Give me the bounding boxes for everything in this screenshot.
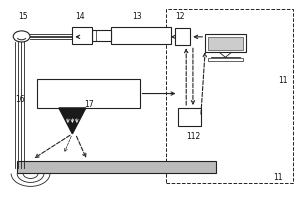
- Bar: [178, 108, 201, 126]
- Bar: [208, 37, 243, 50]
- Text: 112: 112: [186, 132, 200, 141]
- Text: 15: 15: [18, 12, 28, 21]
- Text: 11: 11: [278, 76, 288, 85]
- Bar: [17, 161, 216, 173]
- Text: 16: 16: [15, 95, 25, 104]
- Bar: [37, 79, 140, 108]
- Bar: [72, 27, 92, 44]
- Bar: [111, 27, 171, 44]
- Text: 12: 12: [175, 12, 184, 21]
- Polygon shape: [59, 108, 86, 134]
- Text: 14: 14: [75, 12, 85, 21]
- Bar: [208, 58, 243, 61]
- Bar: [167, 9, 293, 183]
- Text: 13: 13: [132, 12, 141, 21]
- Bar: [92, 30, 111, 41]
- Text: 11: 11: [274, 173, 283, 182]
- Bar: [176, 28, 190, 45]
- Text: 17: 17: [84, 100, 94, 109]
- Circle shape: [13, 31, 30, 42]
- Bar: [205, 34, 246, 52]
